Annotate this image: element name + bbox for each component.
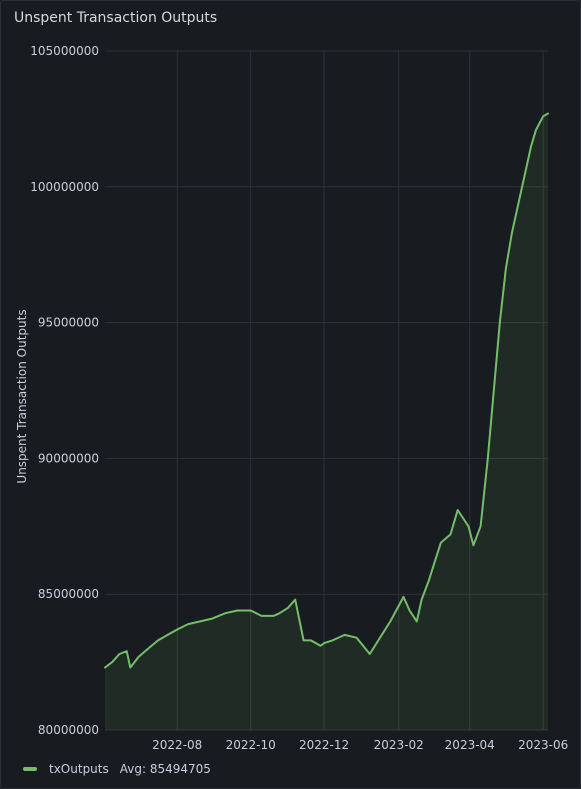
legend-swatch bbox=[23, 767, 37, 771]
x-tick-label: 2023-02 bbox=[374, 738, 424, 752]
legend[interactable]: txOutputs Avg: 85494705 bbox=[23, 762, 211, 776]
y-tick-label: 100000000 bbox=[30, 180, 99, 194]
panel-title: Unspent Transaction Outputs bbox=[14, 10, 218, 26]
y-tick-label: 80000000 bbox=[38, 723, 99, 737]
x-tick-label: 2022-08 bbox=[152, 738, 202, 752]
legend-series-name: txOutputs bbox=[49, 762, 109, 776]
legend-avg: Avg: 85494705 bbox=[119, 762, 211, 776]
y-tick-label: 95000000 bbox=[38, 316, 99, 330]
y-tick-label: 90000000 bbox=[38, 451, 99, 465]
x-tick-label: 2022-12 bbox=[299, 738, 349, 752]
x-tick-label: 2023-04 bbox=[445, 738, 495, 752]
y-tick-label: 105000000 bbox=[30, 44, 99, 58]
y-tick-label: 85000000 bbox=[38, 587, 99, 601]
series-line-txOutputs bbox=[104, 112, 549, 669]
y-axis-label: Unspent Transaction Outputs bbox=[15, 309, 29, 483]
x-tick-label: 2022-10 bbox=[226, 738, 276, 752]
series-area-fill bbox=[105, 113, 548, 730]
x-tick-label: 2023-06 bbox=[518, 738, 568, 752]
